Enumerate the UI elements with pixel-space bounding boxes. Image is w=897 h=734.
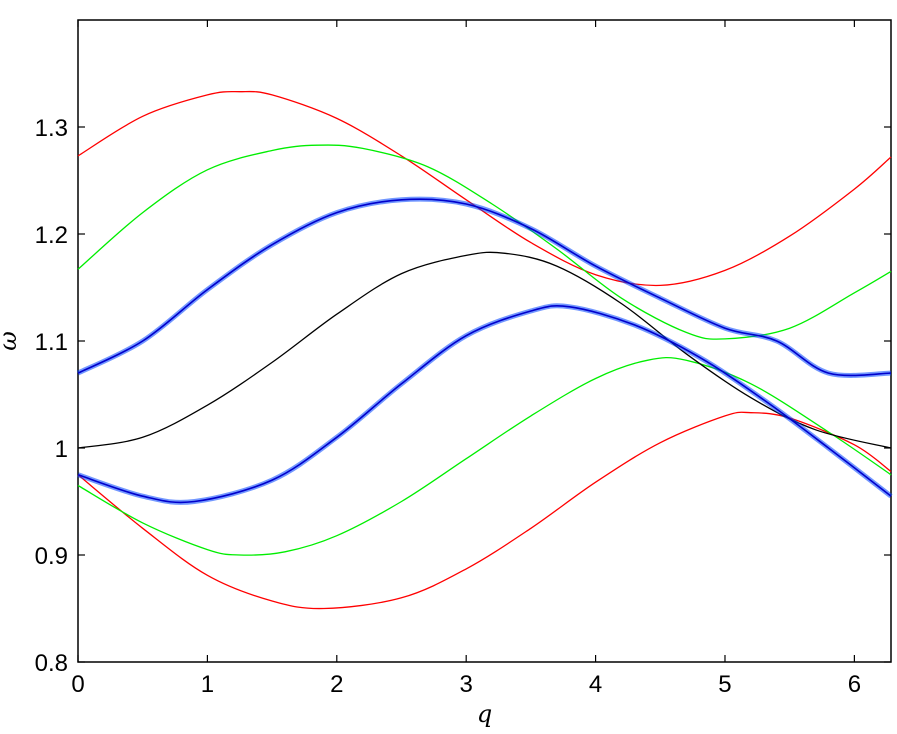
series-0-line [77,90,892,287]
series-5-line [77,251,892,449]
y-tick-label: 1 [55,436,68,463]
x-tick-label: 6 [848,671,861,698]
plot-frame [77,19,892,663]
x-tick-label: 0 [71,671,84,698]
y-tick-label: 1.3 [35,115,68,142]
series-4-band [76,196,892,378]
tick-labels: 0 1 2 3 4 5 6 0.8 0.9 1 1.1 1.2 1.3 [35,115,861,698]
y-axis-label: ω [0,331,22,351]
x-tick-label: 2 [330,671,343,698]
series-1-line [77,411,892,610]
y-tick-label: 1.2 [35,222,68,249]
y-tick-label: 1.1 [35,329,68,356]
x-axis-label: q [477,700,492,728]
series-3-line [77,356,892,556]
series-4-line [77,198,892,377]
y-tick-label: 0.9 [35,543,68,570]
x-tick-label: 3 [460,671,473,698]
series-2-line [77,144,892,340]
x-tick-label: 4 [589,671,602,698]
y-tick-label: 0.8 [35,650,68,677]
series-layer [76,90,893,610]
ticks [77,20,891,663]
x-tick-label: 1 [201,671,214,698]
x-tick-label: 5 [718,671,731,698]
series-6-line [77,304,892,504]
